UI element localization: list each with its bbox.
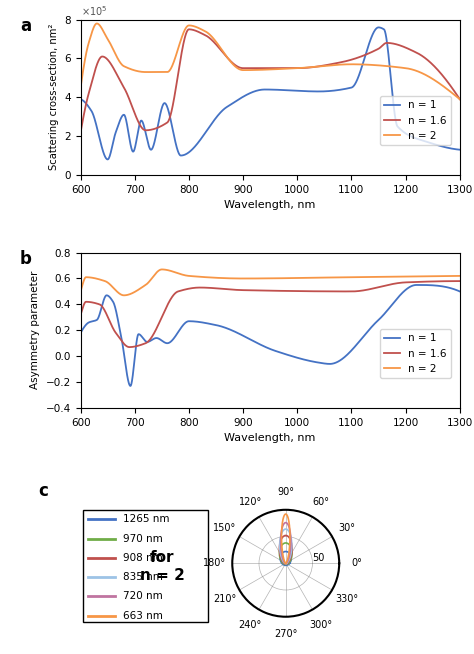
Line: n = 1.6: n = 1.6	[81, 29, 460, 132]
n = 1	[446, 144, 452, 152]
Legend: n = 1, n = 1.6, n = 2: n = 1, n = 1.6, n = 2	[380, 329, 451, 378]
n = 1.6	[97, 301, 103, 309]
n = 1	[447, 144, 452, 152]
n = 1	[414, 281, 419, 289]
Line: n = 2: n = 2	[81, 269, 460, 296]
n = 2	[457, 272, 463, 280]
n = 2	[94, 20, 100, 27]
Text: for
n = 2: for n = 2	[140, 550, 184, 583]
n = 1	[252, 87, 258, 95]
Text: c: c	[38, 482, 48, 500]
Text: a: a	[20, 16, 31, 35]
n = 1	[252, 338, 258, 346]
n = 1	[78, 329, 83, 337]
n = 1	[128, 382, 133, 390]
Line: n = 2: n = 2	[81, 24, 460, 99]
Text: 835 nm: 835 nm	[123, 572, 163, 582]
n = 1.6	[78, 128, 83, 136]
n = 1	[447, 284, 452, 292]
n = 2	[121, 292, 127, 300]
Legend: n = 1, n = 1.6, n = 2: n = 1, n = 1.6, n = 2	[380, 96, 451, 145]
n = 1.6	[186, 26, 192, 33]
n = 2	[377, 273, 383, 281]
n = 2	[446, 272, 452, 280]
n = 1.6	[446, 277, 452, 285]
n = 1.6	[446, 80, 452, 88]
n = 2	[97, 22, 103, 30]
n = 1.6	[376, 283, 382, 291]
Text: 663 nm: 663 nm	[123, 611, 163, 621]
n = 1.6	[78, 311, 83, 318]
n = 2	[78, 288, 83, 296]
n = 1	[457, 146, 463, 154]
n = 1.6	[446, 277, 452, 285]
n = 1.6	[252, 64, 258, 72]
n = 1	[97, 136, 103, 144]
n = 1.6	[457, 95, 463, 103]
n = 2	[446, 86, 452, 94]
Line: n = 1: n = 1	[81, 27, 460, 160]
X-axis label: Wavelength, nm: Wavelength, nm	[225, 200, 316, 210]
Y-axis label: Asymmetry parameter: Asymmetry parameter	[30, 271, 40, 390]
n = 1	[97, 309, 103, 317]
n = 1	[78, 95, 83, 103]
n = 1	[105, 156, 110, 164]
n = 1.6	[97, 54, 103, 62]
n = 1.6	[457, 277, 463, 285]
Text: b: b	[20, 249, 32, 267]
Text: $\times 10^5$: $\times 10^5$	[81, 5, 107, 18]
Line: n = 1.6: n = 1.6	[81, 281, 460, 347]
n = 2	[446, 86, 452, 94]
n = 1	[457, 288, 463, 296]
n = 1	[262, 343, 268, 351]
n = 1.6	[262, 286, 268, 294]
Line: n = 1: n = 1	[81, 285, 460, 386]
n = 1.6	[127, 343, 132, 351]
n = 1	[376, 315, 382, 323]
Text: 720 nm: 720 nm	[123, 591, 163, 601]
n = 1.6	[252, 286, 258, 294]
n = 1	[377, 24, 383, 31]
n = 1	[376, 24, 382, 31]
n = 1	[446, 284, 452, 292]
n = 2	[159, 266, 165, 273]
n = 1.6	[376, 44, 382, 52]
n = 2	[97, 275, 103, 283]
n = 2	[252, 66, 258, 74]
n = 1.6	[446, 80, 452, 88]
n = 2	[457, 95, 463, 103]
X-axis label: Wavelength, nm: Wavelength, nm	[225, 433, 316, 443]
Text: 1265 nm: 1265 nm	[123, 515, 170, 525]
n = 2	[263, 275, 268, 283]
n = 2	[262, 66, 268, 74]
n = 1	[262, 86, 268, 94]
n = 2	[253, 275, 258, 283]
Text: 908 nm: 908 nm	[123, 553, 163, 563]
n = 2	[376, 61, 382, 69]
n = 1.6	[262, 64, 268, 72]
n = 2	[447, 272, 452, 280]
Y-axis label: Scattering cross-section, nm²: Scattering cross-section, nm²	[49, 24, 59, 171]
Text: 970 nm: 970 nm	[123, 534, 163, 543]
n = 2	[78, 84, 83, 92]
